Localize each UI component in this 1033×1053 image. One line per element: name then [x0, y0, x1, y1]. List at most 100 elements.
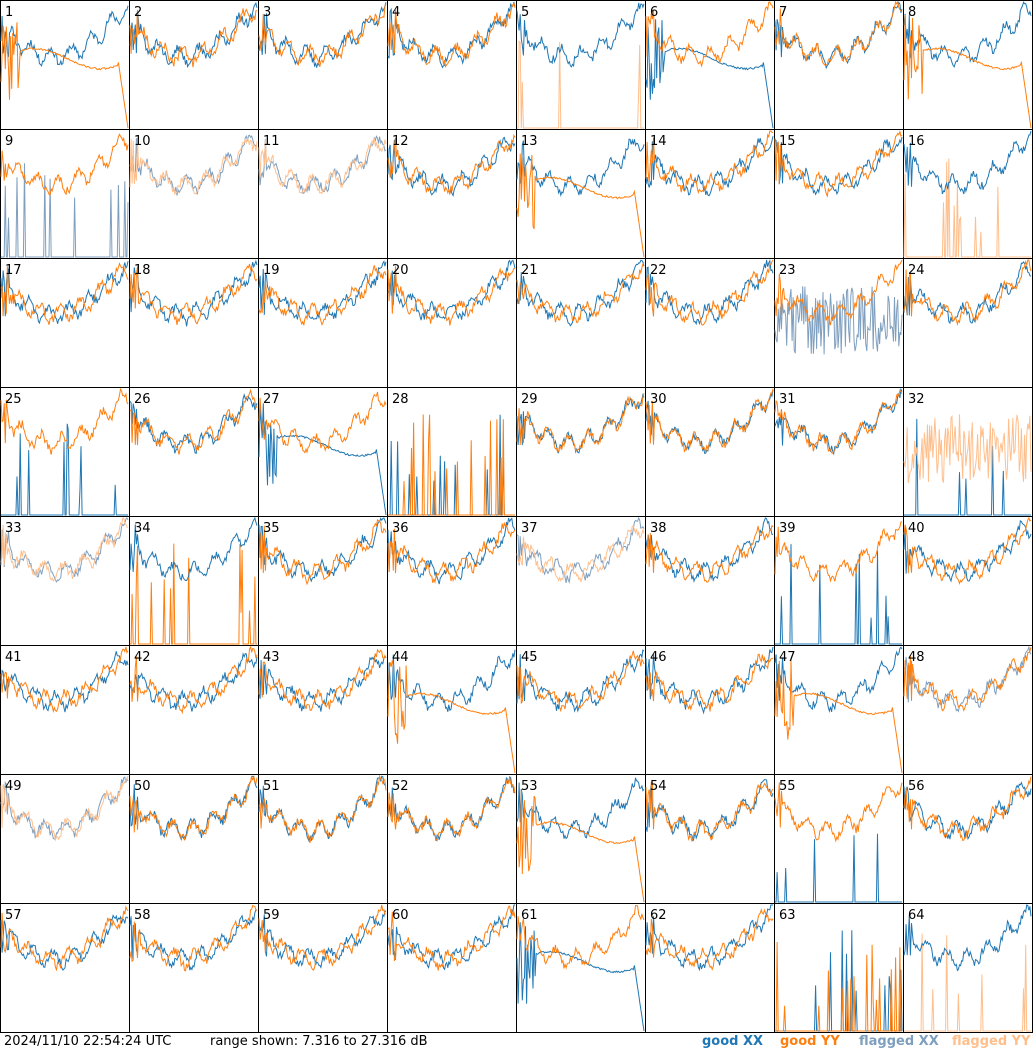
series-xx-good — [129, 909, 258, 971]
series-yy-good — [903, 516, 1032, 585]
panel-58: 58 — [129, 903, 259, 1033]
series-xx-good — [903, 520, 1032, 583]
panel-61: 61 — [516, 903, 646, 1033]
panel-frame — [774, 903, 904, 1033]
panel-36: 36 — [387, 516, 517, 646]
series-yy-good — [774, 521, 903, 583]
series-xx-good — [516, 138, 645, 198]
series-yy-good — [516, 650, 645, 713]
series-yy-good — [645, 781, 774, 843]
panel-number: 21 — [521, 263, 538, 278]
panel-number: 24 — [908, 263, 925, 278]
panel-frame — [516, 903, 646, 1033]
panel-number: 63 — [779, 908, 796, 923]
series-yy-good — [258, 265, 387, 326]
series-yy-good — [129, 263, 258, 325]
series-yy-good — [258, 3, 387, 68]
panel-number: 44 — [392, 650, 409, 665]
panel-number: 49 — [5, 779, 22, 794]
panel-37: 37 — [516, 516, 646, 646]
panel-number: 19 — [263, 263, 280, 278]
panel-number: 23 — [779, 263, 796, 278]
panel-number: 11 — [263, 134, 280, 149]
panel-28: 28 — [387, 387, 517, 517]
panel-51: 51 — [258, 774, 388, 904]
series-yy-good — [129, 775, 258, 841]
panel-number: 40 — [908, 521, 925, 536]
panel-frame — [129, 0, 259, 130]
panel-number: 28 — [392, 392, 409, 407]
series-yy-good — [0, 262, 129, 325]
series-xx-good — [258, 517, 387, 583]
series-xx-good — [0, 5, 129, 67]
series-yy-good — [903, 14, 1032, 129]
panel-number: 64 — [908, 908, 925, 923]
panel-frame — [774, 645, 904, 775]
series-yy-good — [774, 259, 903, 326]
series-yy-good — [0, 646, 129, 714]
panel-number: 33 — [5, 521, 22, 536]
legend-good-xx: good XX — [702, 1034, 764, 1049]
series-yy-good — [516, 262, 645, 324]
panel-frame — [387, 516, 517, 646]
series-xx-good — [129, 393, 258, 454]
series-yy-flagged — [517, 40, 644, 129]
panel-45: 45 — [516, 645, 646, 775]
panel-frame — [516, 774, 646, 904]
series-yy-good — [775, 941, 902, 1032]
panel-frame — [258, 774, 388, 904]
panel-26: 26 — [129, 387, 259, 517]
panel-52: 52 — [387, 774, 517, 904]
panel-number: 52 — [392, 779, 409, 794]
panel-number: 4 — [392, 5, 400, 20]
series-yy-flagged — [516, 525, 645, 583]
series-xx-good — [387, 517, 516, 585]
panel-frame — [258, 903, 388, 1033]
panel-24: 24 — [903, 258, 1033, 388]
series-yy-good — [516, 905, 645, 970]
series-yy-good — [258, 391, 387, 454]
panel-number: 10 — [134, 134, 151, 149]
panel-number: 38 — [650, 521, 667, 536]
panel-number: 39 — [779, 521, 796, 536]
panel-15: 15 — [774, 129, 904, 259]
panel-number: 2 — [134, 5, 142, 20]
series-yy-good — [774, 389, 903, 454]
series-xx-flagged — [774, 286, 903, 355]
series-xx-good — [775, 833, 902, 903]
series-xx-good — [387, 776, 516, 841]
panel-18: 18 — [129, 258, 259, 388]
panel-number: 8 — [908, 5, 916, 20]
series-yy-good — [645, 130, 774, 195]
timestamp-label: 2024/11/10 22:54:24 UTC — [4, 1034, 172, 1049]
panel-number: 3 — [263, 5, 271, 20]
series-yy-good — [774, 129, 903, 198]
series-xx-good — [645, 19, 774, 129]
panel-13: 13 — [516, 129, 646, 259]
series-yy-good — [516, 790, 645, 903]
series-xx-good — [258, 260, 387, 320]
panel-frame — [903, 0, 1033, 130]
series-yy-good — [258, 648, 387, 711]
panel-1: 1 — [0, 0, 130, 130]
panel-number: 60 — [392, 908, 409, 923]
series-yy-good — [387, 777, 516, 843]
series-xx-good — [903, 781, 1032, 841]
panel-frame — [258, 516, 388, 646]
panel-35: 35 — [258, 516, 388, 646]
series-xx-good — [645, 259, 774, 326]
panel-17: 17 — [0, 258, 130, 388]
panel-54: 54 — [645, 774, 775, 904]
series-xx-good — [645, 517, 774, 584]
panel-number: 20 — [392, 263, 409, 278]
panel-number: 53 — [521, 779, 538, 794]
panel-number: 51 — [263, 779, 280, 794]
series-yy-good — [387, 905, 516, 971]
panel-number: 55 — [779, 779, 796, 794]
panel-frame — [903, 645, 1033, 775]
series-xx-good — [387, 649, 516, 712]
series-yy-good — [387, 1, 516, 69]
panel-63: 63 — [774, 903, 904, 1033]
series-xx-good — [516, 259, 645, 327]
series-yy-good — [129, 8, 258, 68]
